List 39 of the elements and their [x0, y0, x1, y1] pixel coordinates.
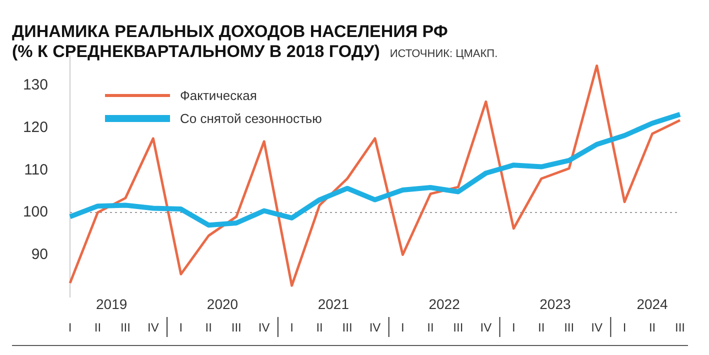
annotation: 2020: [206, 296, 238, 312]
annotation: 2019: [96, 296, 128, 312]
legend-label: Со снятой сезонностью: [180, 111, 322, 126]
y-tick-label: 100: [22, 204, 48, 221]
x-tick-label: IV: [480, 320, 492, 335]
x-tick-label: II: [427, 320, 434, 335]
x-tick-label: I: [290, 320, 294, 335]
x-tick-label: III: [564, 320, 574, 335]
x-tick-label: III: [453, 320, 464, 335]
legend-label: Фактическая: [180, 88, 257, 103]
annotation: 2023: [540, 296, 572, 312]
x-tick-label: I: [401, 320, 404, 335]
x-tick-label: IV: [258, 320, 270, 335]
x-tick-label: III: [120, 320, 130, 335]
chart-subtitle: (% К СРЕДНЕКВАРТАЛЬНОМУ В 2018 ГОДУ): [12, 42, 380, 61]
annotation: ИСТОЧНИК: ЦМАКП.: [390, 48, 498, 60]
x-tick-label: II: [538, 320, 545, 335]
annotation: 2021: [318, 296, 350, 312]
x-tick-label: IV: [148, 320, 159, 335]
y-tick-label: 120: [22, 119, 48, 136]
x-tick-label: I: [512, 320, 516, 335]
annotation: 2024: [636, 296, 668, 312]
x-tick-label: I: [179, 320, 183, 335]
x-tick-label: II: [205, 320, 212, 335]
x-tick-label: IV: [591, 320, 602, 335]
y-tick-label: 110: [24, 161, 48, 178]
x-tick-label: IV: [369, 320, 381, 335]
y-tick-label: 130: [22, 76, 48, 94]
x-tick-label: III: [231, 320, 242, 335]
chart-title: ДИНАМИКА РЕАЛЬНЫХ ДОХОДОВ НАСЕЛЕНИЯ РФ: [12, 22, 449, 42]
x-tick-label: III: [674, 320, 686, 335]
annotation: 2022: [428, 296, 460, 312]
y-tick-label: 90: [31, 246, 48, 263]
x-tick-label: I: [622, 320, 626, 335]
x-tick-label: II: [316, 320, 323, 335]
x-tick-label: I: [68, 320, 72, 335]
x-tick-label: II: [648, 320, 656, 335]
x-tick-label: III: [342, 320, 352, 335]
x-tick-label: II: [94, 320, 102, 335]
